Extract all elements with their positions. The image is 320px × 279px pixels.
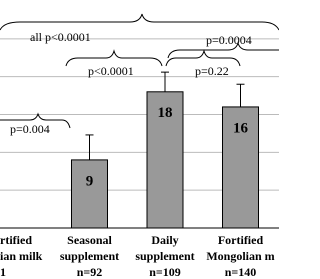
- bracket: [165, 49, 241, 67]
- x-tick-label: Daily: [151, 233, 178, 247]
- bracket: [0, 13, 279, 31]
- x-tick-label: Mongolian m: [206, 249, 274, 263]
- bracket: [167, 41, 279, 59]
- annotation: p=0.004: [10, 122, 50, 136]
- bracket: [0, 112, 71, 129]
- x-tick-label: Seasonal: [67, 233, 112, 247]
- bar: [71, 159, 108, 229]
- x-tick-label: n=92: [77, 265, 103, 279]
- data-label: 18: [158, 105, 173, 121]
- bar: [146, 91, 184, 229]
- x-tick-label: 1: [0, 265, 6, 279]
- x-tick-label: supplement: [60, 249, 119, 263]
- annotation: p<0.0001: [88, 64, 134, 78]
- bar: [222, 106, 259, 229]
- annotation: p=0.0004: [206, 33, 252, 47]
- data-label: 16: [233, 120, 249, 136]
- x-tick-label: n=140: [225, 265, 257, 279]
- brackets: [0, 13, 279, 129]
- data-label: 9: [86, 173, 94, 189]
- x-tick-label: n=109: [149, 265, 181, 279]
- x-tick-label: supplement: [135, 249, 194, 263]
- annotation: p=0.22: [195, 64, 229, 78]
- bracket: [65, 49, 163, 67]
- x-tick-label: ian milk: [0, 249, 43, 263]
- x-tick-label: rtified: [0, 233, 32, 247]
- chart: rtified ian milk 1 9 Seasonal supplement n=92 1…: [0, 13, 279, 279]
- annotation: all p<0.0001: [30, 30, 91, 44]
- x-tick-label: Fortified: [218, 233, 264, 247]
